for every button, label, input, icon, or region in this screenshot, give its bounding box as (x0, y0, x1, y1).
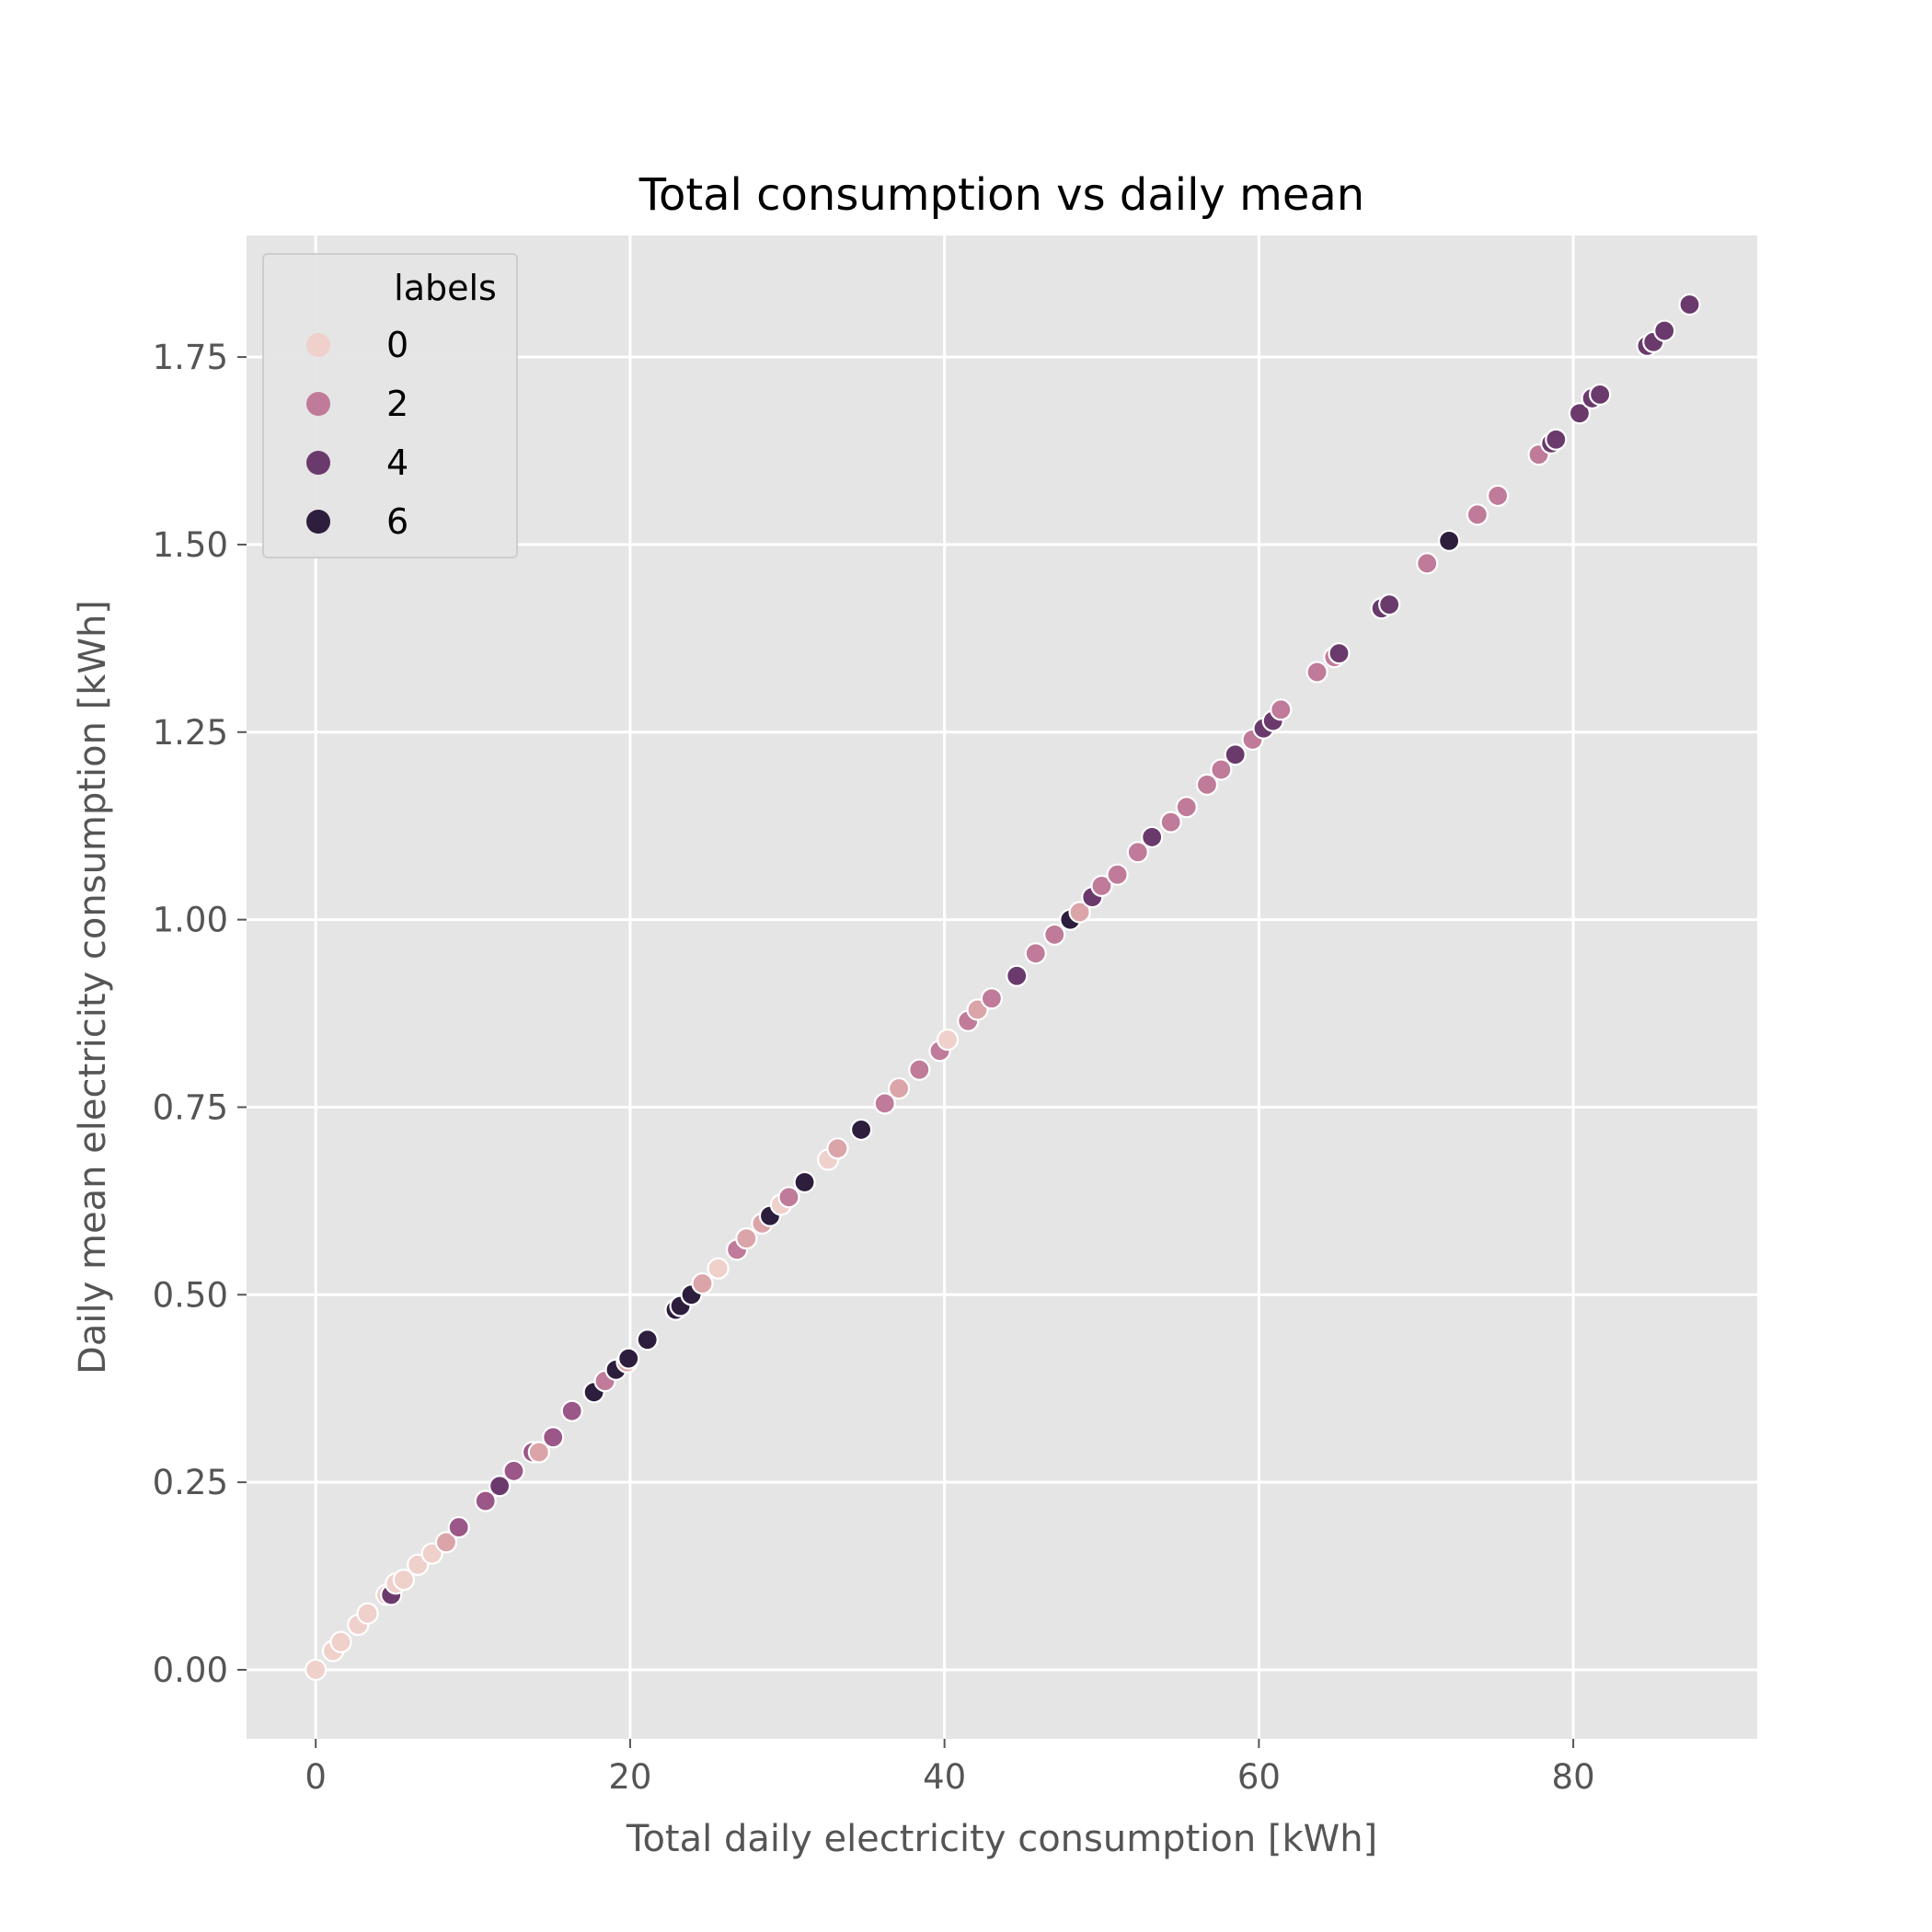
y-tick-label: 1.00 (153, 901, 228, 940)
data-point-label-0 (305, 1658, 328, 1682)
legend-marker-0 (306, 333, 330, 357)
x-tick-label: 60 (1237, 1757, 1281, 1797)
legend-title: labels (394, 268, 497, 308)
x-tick-label: 80 (1552, 1757, 1595, 1797)
x-tick-label: 0 (305, 1757, 327, 1797)
data-point-label-4 (1568, 402, 1592, 425)
data-point-label-2 (1126, 841, 1149, 864)
data-point-label-2 (1090, 874, 1113, 898)
data-point-label-3 (474, 1489, 497, 1512)
data-point-label-4 (488, 1475, 512, 1498)
data-point-label-3 (560, 1399, 583, 1422)
data-point-label-4 (1006, 964, 1029, 987)
data-point-label-1 (434, 1531, 458, 1554)
data-point-label-0 (392, 1569, 415, 1592)
data-point-label-2 (1210, 758, 1233, 781)
y-tick-label: 1.25 (153, 713, 228, 753)
data-point-label-1 (1068, 901, 1091, 924)
data-point-label-0 (356, 1602, 379, 1625)
y-axis-label: Daily mean electricity consumption [kWh] (72, 600, 114, 1374)
legend-marker-6 (306, 510, 330, 534)
data-point-label-1 (527, 1441, 550, 1464)
data-point-label-2 (1486, 484, 1510, 508)
data-point-label-2 (1305, 661, 1328, 684)
data-point-label-4 (1653, 319, 1676, 342)
data-point-label-4 (1328, 642, 1351, 665)
y-tick-label: 0.25 (153, 1463, 228, 1502)
data-point-label-2 (1175, 796, 1198, 819)
data-points (305, 293, 1701, 1682)
y-axis-ticks: 0.00 0.25 0.50 0.75 1.00 1.25 1.50 1.75 (153, 338, 247, 1690)
x-tick-label: 40 (923, 1757, 966, 1797)
data-point-label-4 (1545, 428, 1568, 451)
x-axis-label: Total daily electricity consumption [kWh… (626, 1818, 1377, 1860)
data-point-label-2 (1043, 923, 1066, 947)
data-point-label-1 (691, 1271, 714, 1295)
data-point-label-6 (617, 1347, 640, 1370)
grid-lines (247, 236, 1757, 1739)
data-point-label-2 (873, 1092, 896, 1115)
data-point-label-0 (329, 1630, 352, 1653)
data-point-label-1 (735, 1227, 758, 1250)
data-point-label-6 (793, 1170, 816, 1194)
legend-label-4: 4 (386, 443, 408, 483)
data-point-label-2 (908, 1058, 931, 1081)
data-point-label-1 (887, 1076, 911, 1100)
legend-label-2: 2 (386, 384, 408, 424)
y-tick-label: 0.00 (153, 1650, 228, 1690)
data-point-label-2 (980, 987, 1003, 1010)
data-point-label-6 (636, 1328, 659, 1351)
legend: labels 0 2 4 6 (262, 253, 518, 558)
data-point-label-2 (1270, 698, 1293, 721)
x-axis-ticks: 0 20 40 60 80 (305, 1739, 1595, 1797)
y-tick-label: 0.50 (153, 1275, 228, 1315)
data-point-label-2 (1466, 503, 1489, 526)
data-point-label-6 (849, 1118, 873, 1142)
data-point-label-4 (1224, 743, 1247, 766)
data-point-label-2 (1106, 863, 1129, 886)
data-point-label-1 (826, 1137, 849, 1160)
data-point-label-0 (936, 1028, 960, 1052)
y-tick-label: 1.50 (153, 525, 228, 565)
legend-marker-4 (306, 451, 330, 475)
chart-title: Total consumption vs daily mean (638, 169, 1364, 221)
data-point-label-4 (1589, 383, 1612, 406)
data-point-label-4 (1141, 825, 1164, 849)
data-point-label-3 (502, 1459, 525, 1483)
data-point-label-2 (777, 1186, 800, 1209)
data-point-label-6 (1438, 529, 1461, 552)
y-tick-label: 0.75 (153, 1087, 228, 1127)
data-point-label-4 (1678, 293, 1701, 316)
legend-label-0: 0 (386, 325, 408, 365)
data-point-label-2 (1195, 773, 1219, 796)
x-tick-label: 20 (608, 1757, 651, 1797)
legend-label-6: 6 (386, 501, 408, 542)
data-point-label-4 (1378, 593, 1401, 616)
data-point-label-2 (1416, 552, 1439, 575)
legend-box (262, 253, 518, 558)
data-point-label-2 (1159, 811, 1182, 834)
data-point-label-2 (1024, 942, 1047, 965)
data-point-label-0 (707, 1257, 730, 1280)
data-point-label-3 (447, 1515, 470, 1539)
y-tick-label: 1.75 (153, 338, 228, 377)
data-point-label-3 (542, 1426, 565, 1449)
legend-marker-2 (306, 392, 330, 416)
